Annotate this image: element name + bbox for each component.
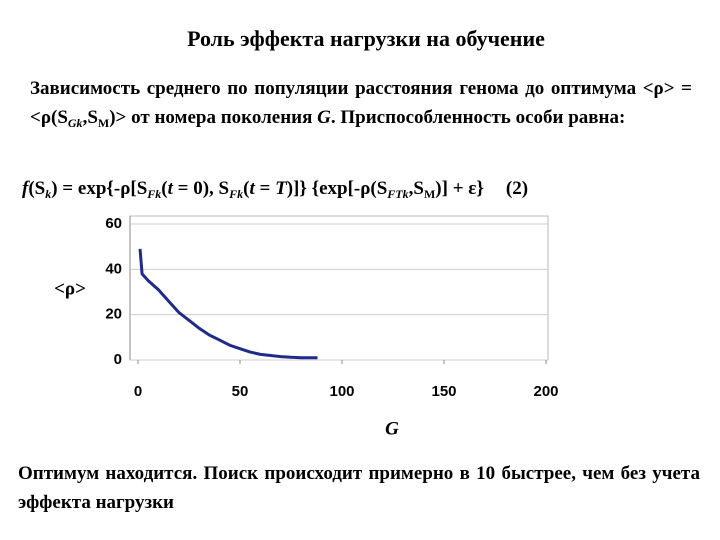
text: k [45, 187, 52, 201]
text: ,S [408, 178, 424, 199]
text: Fk [229, 187, 244, 201]
x-tick-label: 150 [431, 383, 456, 400]
plot-frame [129, 215, 549, 361]
y-axis-label: <ρ> [54, 278, 86, 299]
text: Gk [67, 116, 83, 130]
paragraph: Зависимость среднего по популяции рассто… [30, 74, 692, 132]
y-tick-label: 0 [114, 351, 122, 368]
text: ) = exp{-ρ[S [51, 178, 148, 199]
x-axis-label: G [385, 418, 399, 439]
text: t [167, 178, 173, 199]
text: Fk [147, 187, 162, 201]
text: f [22, 178, 29, 199]
text: . Приспособленность особи равна: [330, 107, 626, 128]
text: ( [161, 178, 168, 199]
text: )> от номера поколения [109, 107, 318, 128]
x-tick-label: 0 [134, 383, 142, 400]
text: ( [243, 178, 250, 199]
text: )] + ε} [435, 178, 484, 199]
x-tick-label: 200 [533, 383, 558, 400]
formula: f(Sk) = exp{-ρ[SFk(t = 0), SFk(t = T)]} … [22, 174, 528, 203]
text: = 0), S [172, 178, 230, 199]
text: ,S [82, 107, 98, 128]
text: (S [28, 178, 46, 199]
text: )]} {exp[-ρ(S [286, 178, 388, 199]
equation-number: (2) [505, 178, 529, 199]
y-tick-label: 20 [105, 306, 122, 323]
y-tick-label: 40 [105, 260, 122, 277]
text: G [317, 107, 331, 128]
x-tick-label: 100 [329, 383, 354, 400]
x-tick-label: 50 [232, 383, 249, 400]
data-line [138, 248, 318, 360]
text: T [275, 178, 287, 199]
text: = [254, 178, 276, 199]
text: M [97, 116, 110, 130]
slide-title: Роль эффекта нагрузки на обучение [187, 26, 545, 51]
text: t [249, 178, 255, 199]
text: FTk [387, 187, 409, 201]
text: M [423, 187, 436, 201]
conclusion: Оптимум находится. Поиск происходит прим… [18, 463, 700, 513]
y-tick-label: 60 [105, 215, 122, 232]
text: Зависимость среднего по популяции рассто… [30, 78, 692, 128]
